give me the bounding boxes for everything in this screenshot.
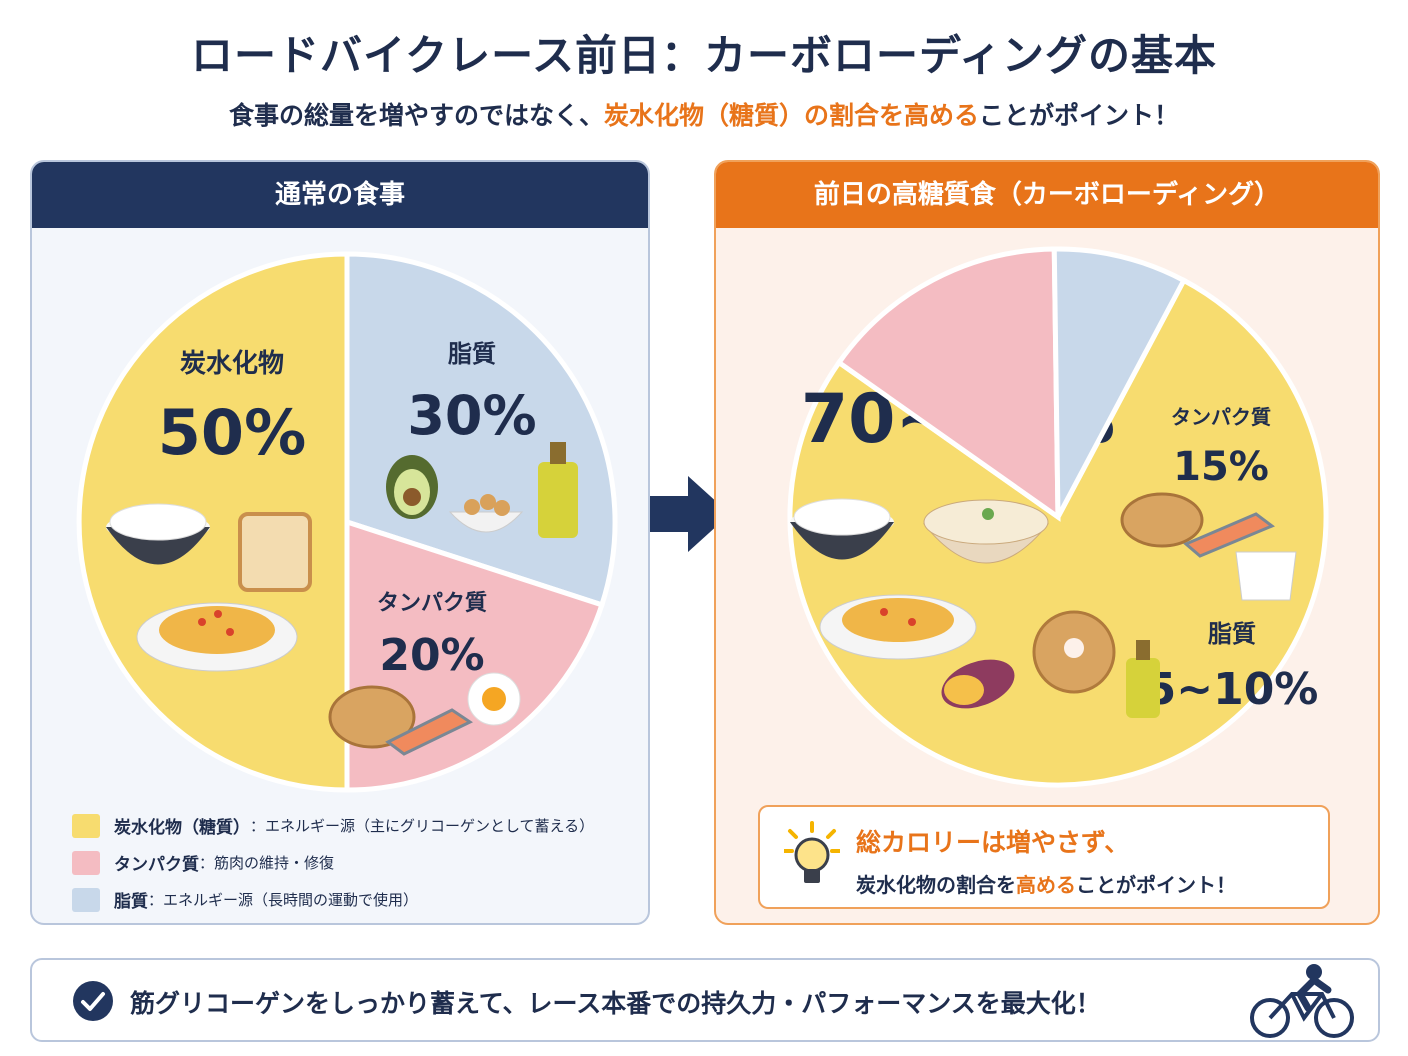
page-title: ロードバイクレース前日：カーボローディングの基本 bbox=[190, 31, 1218, 80]
pasta-plate-icon bbox=[819, 594, 977, 660]
pie-label-name: タンパク質 bbox=[1171, 405, 1271, 429]
nuts-bowl-icon bbox=[448, 494, 524, 533]
arrow-right-icon bbox=[650, 476, 730, 552]
legend-item-protein: タンパク質 ：筋肉の維持・修復 bbox=[72, 844, 594, 881]
legend-swatch-carb bbox=[72, 813, 100, 838]
pie-label-name: タンパク質 bbox=[377, 591, 487, 616]
bagel-icon bbox=[1032, 610, 1116, 694]
legend-item-carb: 炭水化物（糖質） ：エネルギー源（主にグリコーゲンとして蓄える） bbox=[72, 807, 594, 844]
page-subtitle: 食事の総量を増やすのではなく、炭水化物（糖質）の割合を高めることがポイント！ bbox=[0, 96, 1408, 132]
olive-oil-bottle-icon bbox=[1126, 640, 1160, 718]
pie-label-value: 30% bbox=[407, 384, 536, 447]
callout-body-pre: 炭水化物の割合を bbox=[856, 873, 1016, 897]
summary-text: 筋グリコーゲンをしっかり蓄えて、レース本番での持久力・パフォーマンスを最大化！ bbox=[130, 989, 1101, 1018]
key-point-callout: 総カロリーは増やさず、 炭水化物の割合を高めることがポイント！ bbox=[758, 805, 1330, 909]
legend-name: 炭水化物（糖質） bbox=[114, 818, 250, 838]
legend-swatch-protein bbox=[72, 850, 100, 875]
normal-diet-header: 通常の食事 bbox=[32, 162, 648, 228]
nutrient-legend: 炭水化物（糖質） ：エネルギー源（主にグリコーゲンとして蓄える） タンパク質 ：… bbox=[72, 807, 594, 918]
pie-label-value: 5~10% bbox=[1146, 664, 1319, 715]
subtitle-highlight: 炭水化物（糖質）の割合を高める bbox=[603, 101, 979, 130]
bread-icon bbox=[238, 512, 312, 592]
pie-label-name: 脂質 bbox=[1208, 620, 1256, 648]
olive-oil-bottle-icon bbox=[538, 442, 578, 538]
legend-item-fat: 脂質 ：エネルギー源（長時間の運動で使用） bbox=[72, 881, 594, 918]
salmon-icon bbox=[1183, 512, 1275, 558]
sweet-potato-icon bbox=[941, 659, 1015, 709]
summary-footer: 筋グリコーゲンをしっかり蓄えて、レース本番での持久力・パフォーマンスを最大化！ bbox=[30, 958, 1380, 1042]
callout-headline: 総カロリーは増やさず、 bbox=[856, 828, 1130, 857]
pie-label-name: 炭水化物 bbox=[180, 349, 284, 379]
legend-desc: ：エネルギー源（主にグリコーゲンとして蓄える） bbox=[250, 817, 595, 835]
rice-bowl-icon bbox=[106, 503, 210, 565]
legend-desc: ：エネルギー源（長時間の運動で使用） bbox=[148, 891, 419, 909]
legend-desc: ：筋肉の維持・修復 bbox=[199, 854, 335, 872]
legend-swatch-fat bbox=[72, 887, 100, 912]
legend-name: 脂質 bbox=[114, 892, 148, 912]
callout-body-highlight: 高める bbox=[1016, 873, 1076, 897]
bread-roll-icon bbox=[1120, 492, 1204, 548]
carb-loading-header: 前日の高糖質食（カーボローディング） bbox=[716, 162, 1378, 228]
pie-slice-1 bbox=[835, 246, 1061, 522]
light-bulb-icon bbox=[784, 821, 840, 883]
pie-label-value: 50% bbox=[158, 396, 306, 469]
bread-roll-icon bbox=[328, 685, 416, 749]
pie-slice-2 bbox=[1051, 246, 1188, 519]
yogurt-cup-icon bbox=[1235, 551, 1297, 601]
callout-body-post: ことがポイント！ bbox=[1076, 873, 1236, 897]
fried-egg-icon bbox=[467, 672, 521, 726]
avocado-icon bbox=[386, 455, 438, 519]
subtitle-post: ことがポイント！ bbox=[979, 101, 1180, 130]
pasta-plate-icon bbox=[136, 602, 298, 672]
pie-label-value: 15% bbox=[1173, 444, 1269, 490]
pie-slice-0 bbox=[787, 276, 1329, 788]
cyclist-icon bbox=[1250, 964, 1354, 1038]
udon-bowl-icon bbox=[922, 499, 1050, 564]
subtitle-pre: 食事の総量を増やすのではなく、 bbox=[228, 101, 604, 130]
normal-diet-panel: 通常の食事 炭水化物 50% 脂質 30% タンパク質 20% bbox=[30, 160, 650, 925]
pie-label-value: 20% bbox=[379, 630, 484, 681]
pie-label-name: 脂質 bbox=[448, 340, 496, 368]
legend-name: タンパク質 bbox=[114, 855, 199, 875]
rice-bowl-icon bbox=[790, 498, 894, 560]
callout-body: 炭水化物の割合を高めることがポイント！ bbox=[856, 869, 1236, 898]
normal-diet-pie-chart: 炭水化物 50% 脂質 30% タンパク質 20% bbox=[76, 251, 618, 793]
salmon-icon bbox=[385, 708, 474, 756]
check-circle-icon bbox=[73, 981, 113, 1021]
carb-loading-panel: 前日の高糖質食（カーボローディング） 炭水化物70~80%タンパク質15%脂質5… bbox=[714, 160, 1380, 925]
